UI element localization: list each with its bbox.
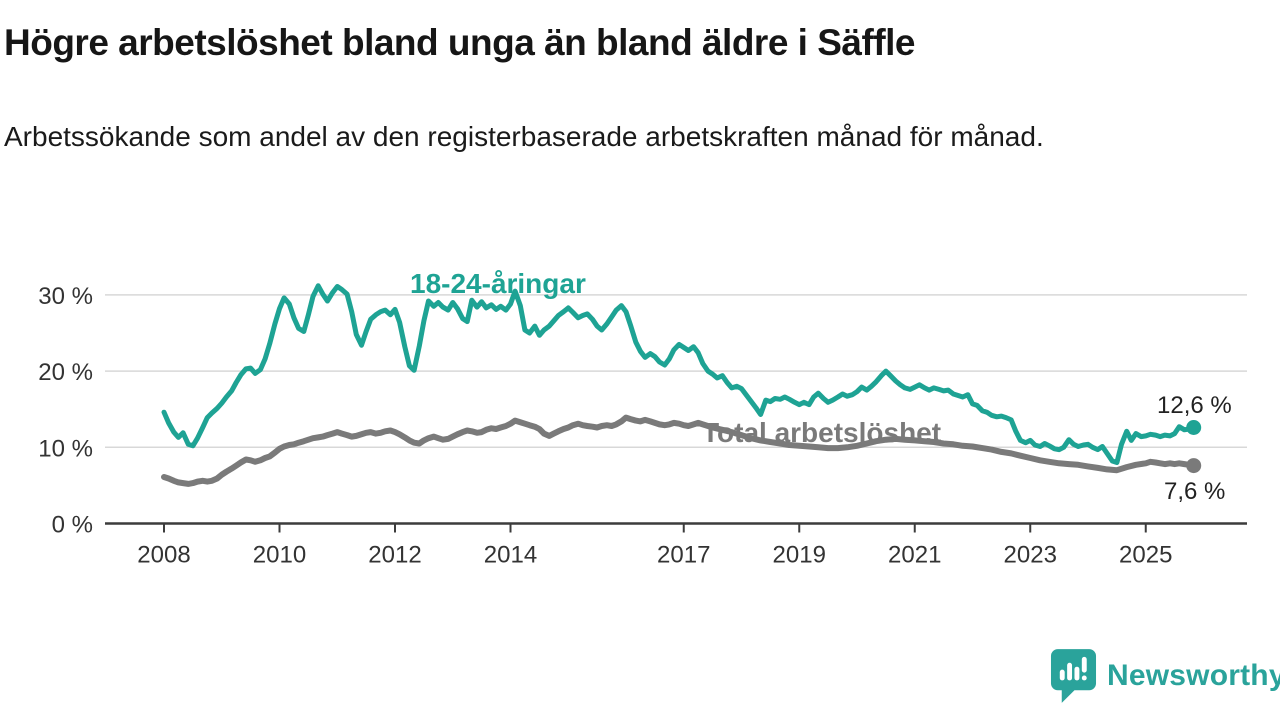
logo-exclamation-dot <box>1081 675 1087 681</box>
svg-text:2019: 2019 <box>773 542 826 569</box>
logo-bar-2 <box>1067 662 1073 681</box>
svg-text:30 %: 30 % <box>38 283 93 310</box>
svg-text:2012: 2012 <box>368 542 421 569</box>
svg-text:2021: 2021 <box>888 542 941 569</box>
svg-text:0 %: 0 % <box>52 512 93 539</box>
newsworthy-logo-icon <box>1050 649 1097 703</box>
newsworthy-wordmark: Newsworthy <box>1107 659 1280 692</box>
chart-subtitle: Arbetssökande som andel av den registerb… <box>4 121 1044 152</box>
brand-footer: Newsworthy <box>1050 648 1280 704</box>
series-label-18-24: 18-24-åringar <box>410 268 586 299</box>
svg-text:2025: 2025 <box>1119 542 1172 569</box>
svg-text:2017: 2017 <box>657 542 710 569</box>
logo-exclamation-stroke <box>1081 656 1087 673</box>
svg-text:20 %: 20 % <box>38 359 93 386</box>
svg-text:2010: 2010 <box>253 542 306 569</box>
end-value-label-total: 7,6 % <box>1164 478 1226 505</box>
svg-text:2014: 2014 <box>484 542 537 569</box>
svg-text:2008: 2008 <box>137 542 190 569</box>
logo-bar-1 <box>1059 669 1065 681</box>
end-value-label-18-24: 12,6 % <box>1157 392 1232 419</box>
logo-bar-3 <box>1074 666 1080 681</box>
series-label-total: Total arbetslöshet <box>702 417 942 448</box>
svg-text:2023: 2023 <box>1004 542 1057 569</box>
chart-title: Högre arbetslöshet bland unga än bland ä… <box>4 22 916 63</box>
svg-text:10 %: 10 % <box>38 435 93 462</box>
